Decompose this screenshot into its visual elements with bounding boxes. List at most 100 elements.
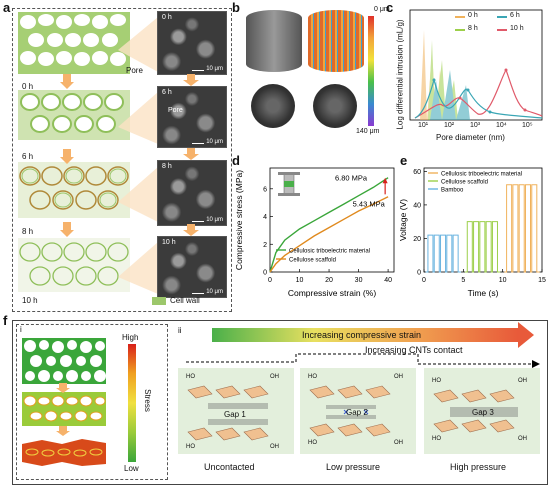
d-legend-label-0: Cellulosic triboelectric material: [289, 249, 370, 255]
time-label-10h: 10 h: [22, 296, 38, 305]
sub-label-i: i: [20, 325, 22, 334]
pore-xtick-1: 10¹: [418, 122, 429, 129]
d-ytick-label: 4: [263, 214, 267, 221]
sem-tag-8h: 8 h: [162, 163, 172, 170]
cell-network-8h: [18, 162, 130, 218]
e-ytick-label: 40: [413, 202, 421, 209]
sem-tag-10h: 10 h: [162, 239, 176, 246]
d-xtick-label: 40: [384, 277, 392, 284]
oh-label-2: OH: [394, 374, 403, 380]
d-ytick-label: 0: [263, 270, 267, 277]
depth-colorbar: [368, 16, 374, 126]
sem-image-8h: 8 h 10 μm: [157, 160, 227, 226]
d-annotation-1: 5.43 MPa: [353, 200, 386, 209]
pore-label-a2: Pore: [168, 107, 183, 114]
e-series-line-0: [504, 184, 540, 273]
e-ytick-label: 0: [417, 270, 421, 277]
d-device-plate-bottom: [278, 193, 300, 196]
e-ytick-label: 60: [413, 169, 421, 176]
d-xlabel: Compressive strain (%): [288, 288, 376, 298]
e-xtick-label: 10: [499, 277, 507, 284]
d-ytick-label: 6: [263, 186, 267, 193]
sem-image-10h: 10 h 10 μm: [157, 236, 227, 298]
sem-scale-0h: 10 μm: [192, 66, 223, 72]
sem-image-0h: 0 h 10 μm: [157, 11, 227, 75]
depth-scale-top: 0 μm: [374, 6, 390, 13]
strain-arrow-banner: [212, 328, 518, 342]
sem-tag-6h: 6 h: [162, 89, 172, 96]
panel-label-b: b: [232, 0, 240, 15]
e-legend-label-0: Cellulosic triboelectric material: [441, 172, 522, 178]
gap-1-label: Gap 1: [224, 410, 246, 419]
oh-label-4: OH: [270, 444, 279, 450]
cellulose-chains: [187, 385, 518, 441]
pore-legend-10h: 10 h: [510, 25, 524, 32]
panel-a-frame: [12, 8, 232, 312]
pore-legend: [455, 16, 507, 31]
d-series-line-0: [269, 177, 389, 273]
ho-label-2: HO: [308, 374, 317, 380]
ho-label-1: HO: [186, 374, 195, 380]
state-box-low: [300, 368, 416, 454]
d-plot-frame: [269, 167, 395, 273]
gap-2-label: Gap 2: [346, 408, 368, 417]
stress-axis-label: Stress: [142, 389, 152, 412]
e-plot-frame: [423, 167, 543, 273]
pore-xtick-5: 10⁵: [522, 122, 533, 129]
cell-wall-legend-label: Cell wall: [170, 296, 200, 305]
pore-distribution-plot: [409, 9, 543, 121]
ct-slice-grey-1: [251, 84, 295, 128]
e-xlabel: Time (s): [468, 288, 499, 298]
oh-label-1: OH: [270, 374, 279, 380]
stress-low-label: Low: [124, 464, 139, 473]
stress-sim-compressed: [22, 439, 106, 466]
d-xtick-label: 30: [355, 277, 363, 284]
e-series-line-2: [425, 234, 461, 273]
sem-scale-6h: 10 μm: [192, 139, 223, 145]
ct-scaffold-color: [308, 10, 364, 72]
panel-label-d: d: [232, 153, 240, 168]
d-gap-arrowhead: [382, 177, 388, 184]
cell-network-6h: [18, 90, 130, 140]
ho-label-6: HO: [432, 436, 441, 442]
oh-label-6: OH: [518, 436, 527, 442]
stress-high-label: High: [122, 333, 139, 342]
stress-colorbar: [128, 344, 136, 462]
e-legend-label-2: Bamboo: [441, 188, 464, 194]
d-ylabel: Compressive stress (MPa): [234, 170, 244, 270]
zoom-wedges: [118, 17, 158, 294]
d-device-icon-core: [284, 181, 294, 187]
cell-network-10h: [18, 238, 130, 292]
time-label-6h: 6 h: [22, 152, 34, 161]
panel-label-a: a: [3, 0, 11, 15]
pore-xtick-2: 10²: [444, 122, 455, 129]
d-xtick-label: 10: [296, 277, 304, 284]
pore-xtick-4: 10⁴: [496, 122, 507, 129]
stress-sim-mid: [22, 392, 106, 426]
gap-3-label: Gap 3: [472, 408, 494, 417]
panel-label-c: c: [386, 0, 394, 15]
panel-label-f: f: [3, 313, 8, 328]
strain-arrow-head: [518, 322, 534, 348]
sem-image-6h: 6 h Pore 10 μm: [157, 86, 227, 148]
e-series-line-1: [464, 221, 501, 273]
d-annotation-0: 6.80 MPa: [335, 174, 368, 183]
depth-scale-bottom: 140 μm: [356, 128, 380, 135]
down-arrows-right: [183, 74, 199, 236]
d-legend-label-1: Cellulose scaffold: [289, 258, 336, 264]
oh-label-5: OH: [394, 440, 403, 446]
d-device-plate-top: [278, 172, 300, 175]
d-xtick-label: 20: [325, 277, 333, 284]
pore-legend-0h: 0 h: [468, 12, 478, 19]
oh-label-3: OH: [518, 378, 527, 384]
state-box-high: [424, 368, 540, 454]
state-label-high: High pressure: [450, 462, 507, 472]
e-xtick-label: 15: [538, 277, 546, 284]
ct-scaffold-grey: [246, 10, 302, 72]
state-label-low: Low pressure: [326, 462, 381, 472]
time-label-8h: 8 h: [22, 227, 34, 236]
sem-scale-10h: 10 μm: [192, 289, 223, 295]
cell-network-0h: [18, 12, 130, 74]
e-legend-label-1: Cellulose scaffold: [441, 180, 488, 186]
d-xtick-label: 0: [268, 277, 272, 284]
